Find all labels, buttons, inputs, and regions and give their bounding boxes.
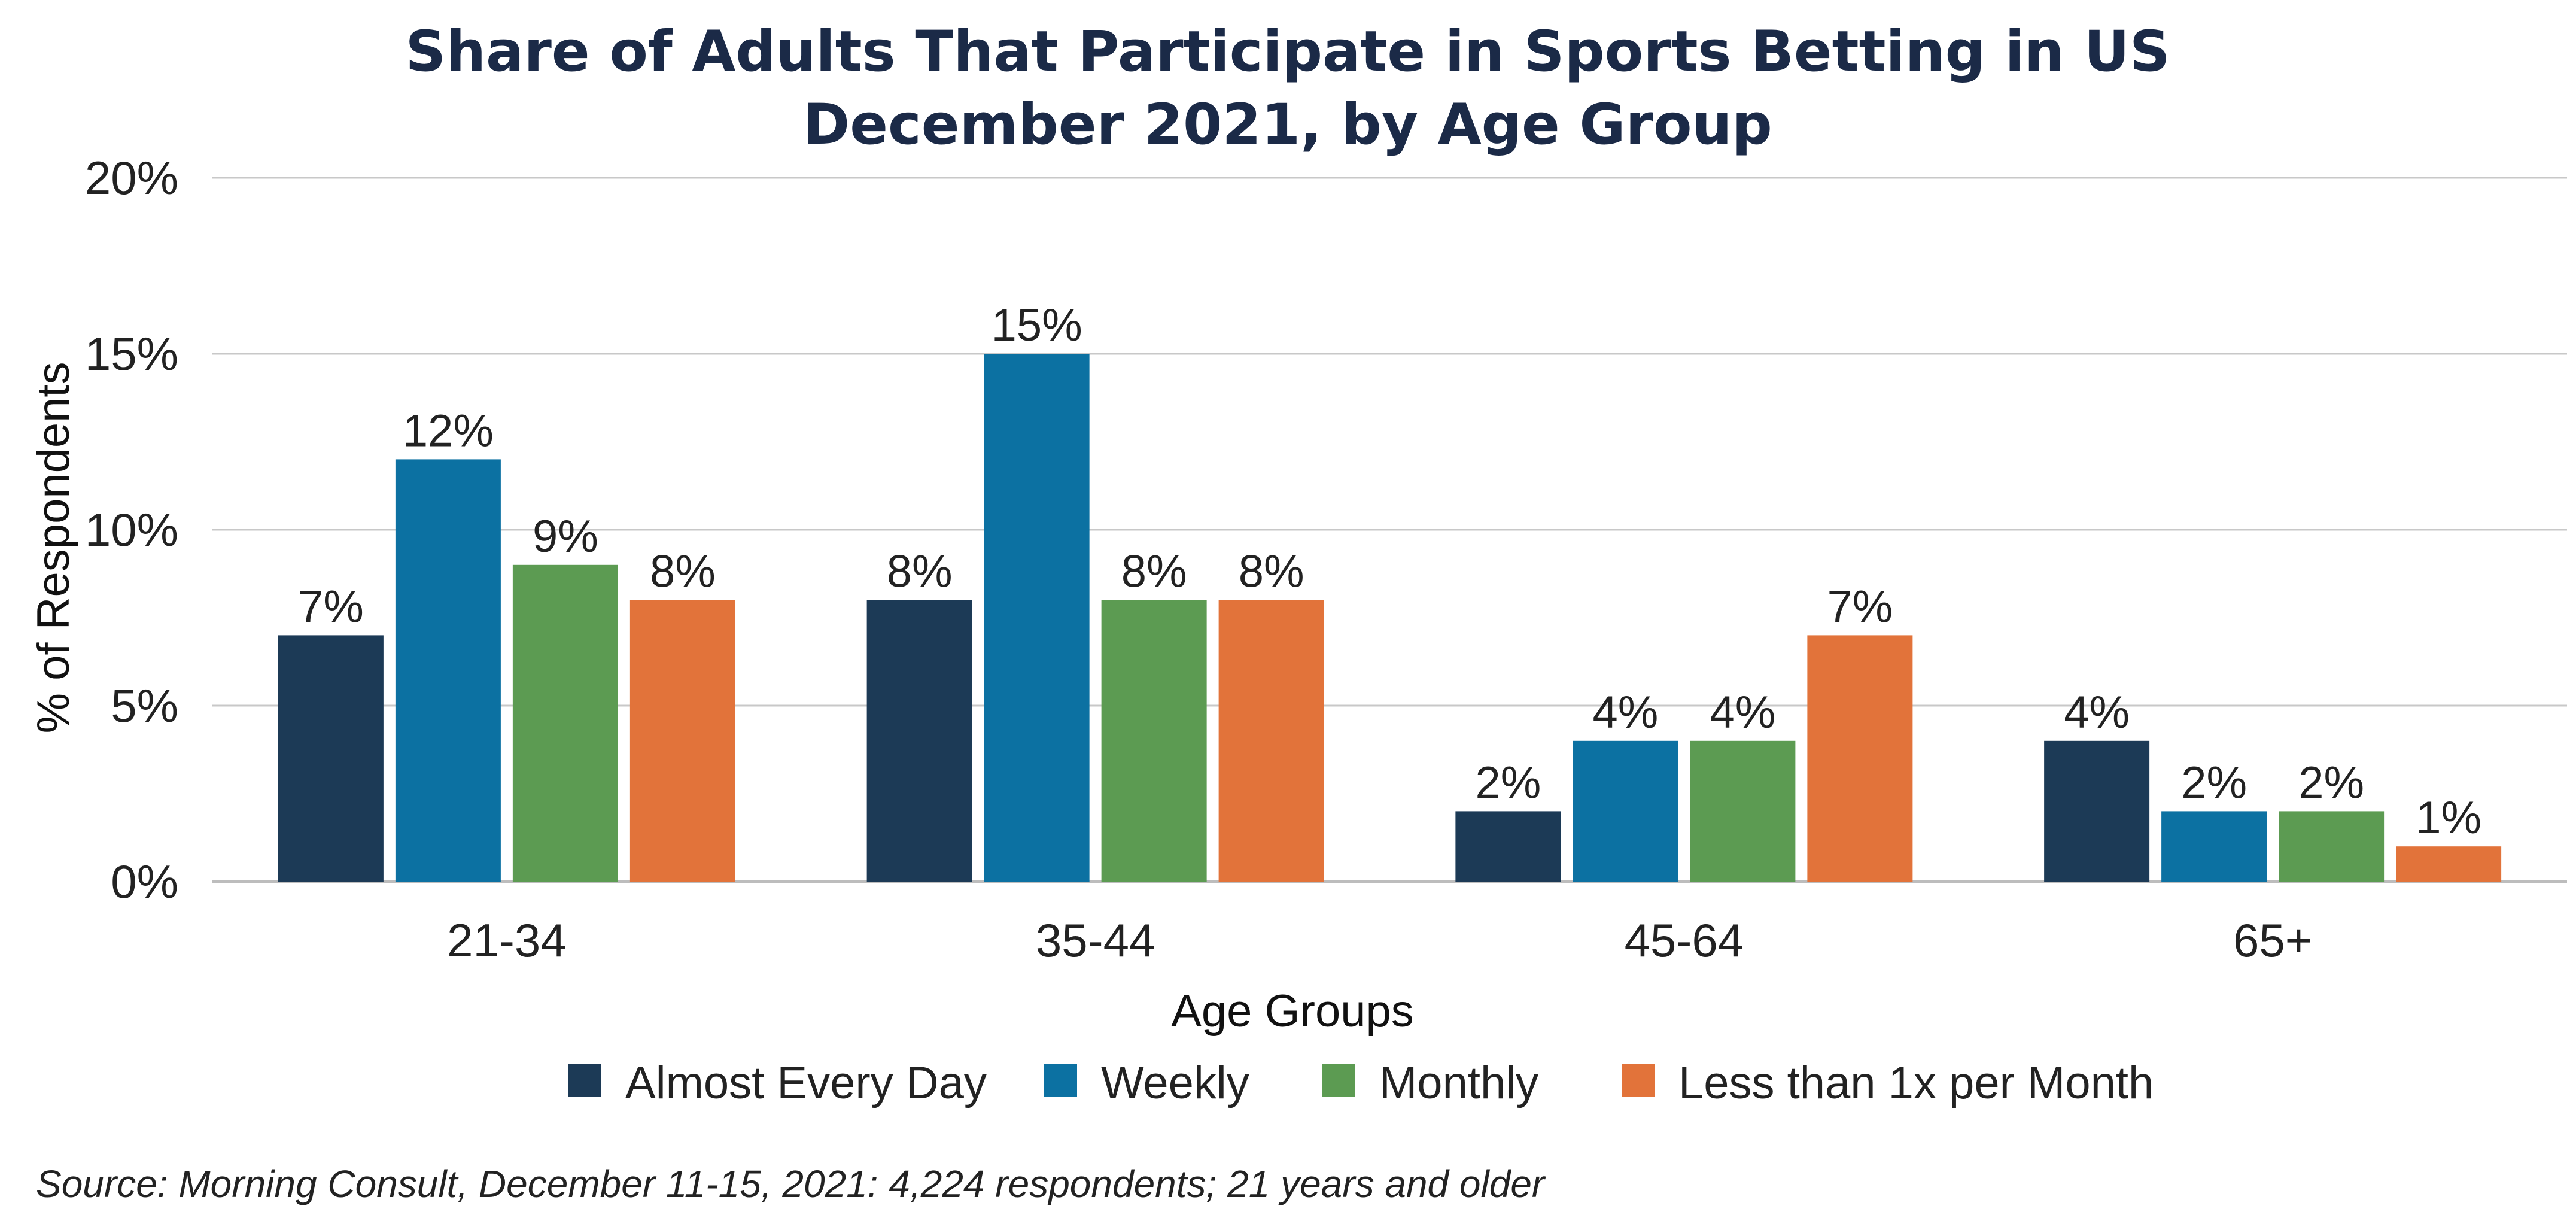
bar-data-label: 15%: [992, 300, 1082, 351]
bar: [1101, 600, 1207, 882]
x-tick-label: 21-34: [447, 914, 567, 967]
legend-item: Weekly: [1044, 1058, 1249, 1108]
x-tick-label: 65+: [2233, 914, 2312, 967]
x-tick-label: 45-64: [1625, 914, 1744, 967]
chart-title-line-2: December 2021, by Age Group: [803, 92, 1772, 157]
legend-label: Monthly: [1379, 1058, 1538, 1108]
legend-label: Less than 1x per Month: [1678, 1058, 2154, 1108]
y-tick-label: 0%: [111, 855, 178, 908]
legend-item: Monthly: [1322, 1058, 1538, 1108]
bar-data-label: 9%: [533, 511, 598, 562]
y-tick-label: 10%: [85, 503, 178, 556]
bar: [866, 600, 972, 882]
bar-data-label: 4%: [1710, 687, 1775, 738]
bar: [278, 635, 384, 882]
chart-title-line-1: Share of Adults That Participate in Spor…: [405, 19, 2170, 84]
y-axis-ticks: 0% 5% 10% 15% 20%: [85, 151, 178, 908]
x-axis-label: Age Groups: [1171, 986, 1414, 1037]
bar: [984, 354, 1090, 882]
bar-data-label: 1%: [2416, 792, 2481, 843]
y-tick-label: 20%: [85, 151, 178, 204]
source-note: Source: Morning Consult, December 11-15,…: [36, 1162, 1546, 1205]
bar-data-label: 2%: [2181, 757, 2247, 808]
bar-data-label: 4%: [1592, 687, 1658, 738]
bar: [1573, 740, 1678, 882]
legend-item: Less than 1x per Month: [1622, 1058, 2154, 1108]
bar: [1218, 600, 1324, 882]
legend-swatch: [1044, 1064, 1077, 1097]
bars: [278, 354, 2502, 882]
y-tick-label: 15%: [85, 327, 178, 380]
bar: [512, 564, 618, 882]
x-axis-ticks: 21-34 35-44 45-64 65+: [447, 914, 2312, 967]
legend-swatch: [568, 1064, 601, 1097]
bar: [2279, 811, 2385, 882]
legend-swatch: [1322, 1064, 1355, 1097]
bar-data-label: 2%: [2298, 757, 2364, 808]
bar-data-label: 8%: [1239, 546, 1304, 597]
bar-data-label: 12%: [403, 405, 494, 456]
bar: [1690, 740, 1796, 882]
bar: [2396, 846, 2502, 882]
bar-data-label: 8%: [650, 546, 716, 597]
legend-swatch: [1622, 1064, 1655, 1097]
bar-data-label: 2%: [1475, 757, 1541, 808]
legend: Almost Every Day Weekly Monthly Less than 1…: [568, 1058, 2154, 1108]
bar: [2044, 740, 2150, 882]
bar: [629, 600, 735, 882]
bar: [2161, 811, 2267, 882]
x-tick-label: 35-44: [1036, 914, 1155, 967]
bar-data-label: 4%: [2064, 687, 2130, 738]
bar-data-label: 8%: [887, 546, 953, 597]
y-tick-label: 5%: [111, 679, 178, 732]
bar-data-label: 7%: [298, 581, 364, 632]
legend-label: Almost Every Day: [625, 1058, 987, 1108]
bar-data-label: 8%: [1121, 546, 1187, 597]
legend-label: Weekly: [1101, 1058, 1249, 1108]
bar: [1807, 635, 1913, 882]
legend-item: Almost Every Day: [568, 1058, 987, 1108]
bar-data-label: 7%: [1827, 581, 1893, 632]
bar: [395, 459, 501, 882]
y-axis-label: % of Respondents: [28, 362, 79, 733]
data-labels: 7% 12% 9% 8% 8% 15% 8% 8% 2% 4% 4% 7% 4% 2% 2% 1%: [298, 300, 2481, 843]
bar: [1455, 811, 1561, 882]
